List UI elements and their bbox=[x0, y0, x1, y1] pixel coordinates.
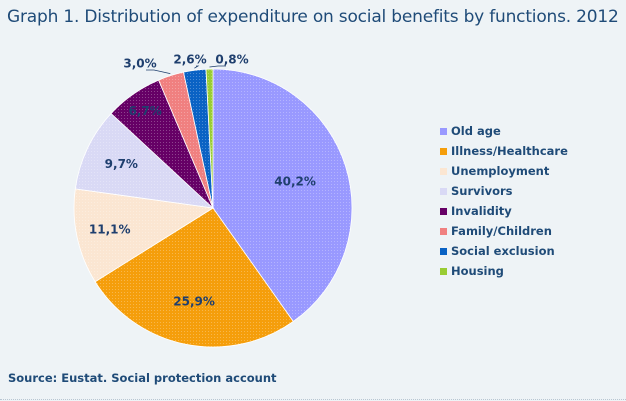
pie-slice-texture bbox=[206, 69, 213, 208]
legend-label: Invalidity bbox=[451, 204, 512, 218]
pie-slice-texture bbox=[213, 69, 352, 322]
legend-swatch bbox=[440, 227, 447, 235]
pie-slice-texture bbox=[111, 80, 213, 208]
chart-title: Graph 1. Distribution of expenditure on … bbox=[7, 7, 619, 27]
legend-item-old-age: Old age bbox=[440, 121, 568, 141]
legend-label: Housing bbox=[451, 264, 504, 278]
data-label-family-children: 3,0% bbox=[123, 57, 156, 71]
legend-item-social-exclusion: Social exclusion bbox=[440, 241, 568, 261]
pie-slice-texture bbox=[75, 113, 213, 208]
legend-item-invalidity: Invalidity bbox=[440, 201, 568, 221]
data-label-housing: 0,8% bbox=[215, 53, 248, 67]
data-label-survivors: 9,7% bbox=[105, 157, 138, 171]
legend-swatch bbox=[440, 147, 447, 155]
legend-label: Old age bbox=[451, 124, 501, 138]
legend-label: Unemployment bbox=[451, 164, 550, 178]
data-label-old-age: 40,2% bbox=[274, 174, 316, 188]
chart-legend: Old age Illness/Healthcare Unemployment Sur… bbox=[440, 121, 568, 281]
leader-line bbox=[194, 65, 200, 69]
data-label-invalidity: 6,7% bbox=[128, 104, 161, 118]
legend-label: Illness/Healthcare bbox=[451, 144, 568, 158]
legend-swatch bbox=[440, 207, 447, 215]
legend-item-family-children: Family/Children bbox=[440, 221, 568, 241]
legend-swatch bbox=[440, 167, 447, 175]
legend-swatch bbox=[440, 267, 447, 275]
pie-slice-texture bbox=[183, 69, 213, 209]
data-label-unemployment: 11,1% bbox=[89, 223, 131, 237]
pie-slice-texture bbox=[95, 208, 294, 347]
leader-line bbox=[146, 69, 171, 74]
legend-item-illness-healthcare: Illness/Healthcare bbox=[440, 141, 568, 161]
legend-swatch bbox=[440, 187, 447, 195]
legend-label: Social exclusion bbox=[451, 244, 555, 258]
source-note: Source: Eustat. Social protection accoun… bbox=[8, 371, 277, 385]
legend-item-unemployment: Unemployment bbox=[440, 161, 568, 181]
legend-label: Family/Children bbox=[451, 224, 552, 238]
legend-label: Survivors bbox=[451, 184, 513, 198]
legend-item-housing: Housing bbox=[440, 261, 568, 281]
bottom-divider bbox=[0, 399, 626, 401]
legend-swatch bbox=[440, 127, 447, 135]
data-label-social-exclusion: 2,6% bbox=[173, 53, 206, 67]
legend-item-survivors: Survivors bbox=[440, 181, 568, 201]
data-label-illness-healthcare: 25,9% bbox=[173, 295, 215, 309]
leader-line bbox=[209, 65, 226, 68]
legend-swatch bbox=[440, 247, 447, 255]
pie-slice-texture bbox=[158, 72, 213, 208]
pie-slice-texture bbox=[74, 188, 213, 282]
